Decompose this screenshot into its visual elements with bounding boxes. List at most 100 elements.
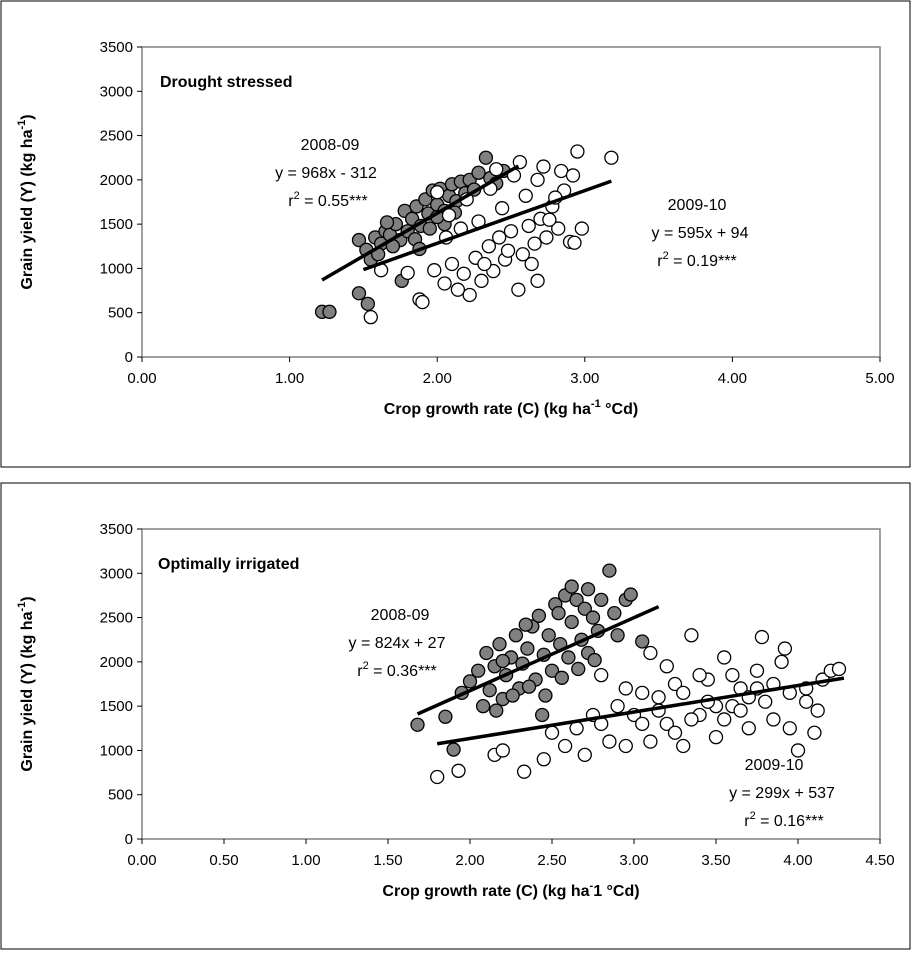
data-point-2008-09 xyxy=(571,661,586,677)
r2-prefix: r xyxy=(657,253,663,270)
data-point-2008-09 xyxy=(518,617,533,632)
data-point-2008-09 xyxy=(564,614,579,630)
data-point-2009-10 xyxy=(511,282,526,297)
data-point-2009-10 xyxy=(451,763,466,778)
x-axis-title: Crop growth rate (C) (kg ha-1 °Cd) xyxy=(384,398,638,418)
data-point-2008-09 xyxy=(531,608,547,623)
data-point-2008-09 xyxy=(462,674,478,689)
data-point-2008-09 xyxy=(635,634,650,649)
data-point-2008-09 xyxy=(564,579,579,594)
x-tick-label: 4.50 xyxy=(865,852,894,869)
data-point-2009-10 xyxy=(500,243,516,258)
data-point-2009-10 xyxy=(684,628,699,643)
y-tick-label: 500 xyxy=(108,305,133,322)
data-point-2009-10 xyxy=(536,159,551,174)
data-point-2009-10 xyxy=(527,236,542,251)
r2-value: = 0.16*** xyxy=(756,813,824,830)
data-point-2009-10 xyxy=(462,287,477,303)
data-point-2009-10 xyxy=(524,256,539,272)
x-tick-label: 4.00 xyxy=(718,370,747,387)
data-point-2009-10 xyxy=(489,162,504,177)
x-tick-label: 0.50 xyxy=(209,852,238,869)
data-point-2009-10 xyxy=(567,235,582,250)
data-point-2009-10 xyxy=(692,667,707,683)
data-point-2009-10 xyxy=(667,676,683,692)
data-point-2008-09 xyxy=(580,582,596,597)
y-tick-label: 2500 xyxy=(100,128,133,145)
r2-prefix: r xyxy=(744,813,750,830)
data-point-2009-10 xyxy=(717,712,732,727)
y-tick-label: 1500 xyxy=(100,216,133,233)
data-point-2009-10 xyxy=(474,273,489,288)
plot-area xyxy=(141,46,881,358)
data-point-2009-10 xyxy=(441,208,457,223)
data-point-2009-10 xyxy=(708,729,724,745)
annotation-2009-10: 2009-10 y = 595x + 94 r2 = 0.19*** xyxy=(652,197,749,270)
data-point-2008-09 xyxy=(479,645,494,661)
y-tick-label: 3000 xyxy=(100,83,133,100)
data-point-2008-09 xyxy=(610,628,625,643)
r2-value: = 0.19*** xyxy=(669,253,737,270)
data-point-2009-10 xyxy=(415,294,430,310)
data-point-2009-10 xyxy=(604,150,619,165)
data-point-2009-10 xyxy=(618,738,633,754)
annotation-r2: r2 = 0.55*** xyxy=(288,190,368,210)
r2-value: = 0.55*** xyxy=(300,193,368,210)
trend-lines xyxy=(321,164,612,282)
chart-panel-drought-stressed: 0.00 1.00 2.00 3.00 4.00 5.00 0 500 1000 1500 200… xyxy=(0,0,913,470)
annotation-year: 2008-09 xyxy=(371,607,430,624)
data-point-2009-10 xyxy=(503,224,519,239)
data-point-2009-10 xyxy=(717,650,732,665)
data-point-2008-09 xyxy=(594,592,609,608)
x-tick-label: 4.00 xyxy=(783,852,812,869)
data-point-2009-10 xyxy=(400,265,415,281)
y-tick-label: 500 xyxy=(108,787,133,804)
data-point-2008-09 xyxy=(602,563,617,578)
data-point-2008-09 xyxy=(446,742,461,757)
data-point-2009-10 xyxy=(659,716,674,732)
data-point-2009-10 xyxy=(481,239,497,254)
x-tick-label: 1.00 xyxy=(275,370,304,387)
x-tick-label: 1.50 xyxy=(373,852,402,869)
data-point-2009-10 xyxy=(363,309,378,325)
data-point-2009-10 xyxy=(521,218,536,234)
data-point-2009-10 xyxy=(577,747,592,763)
annotation-year: 2008-09 xyxy=(301,137,360,154)
data-point-2009-10 xyxy=(643,734,658,749)
x-axis-title: Crop growth rate (C) (kg ha-1 °Cd) xyxy=(382,880,639,900)
data-point-2009-10 xyxy=(494,201,510,216)
y-tick-label: 2000 xyxy=(100,654,133,671)
x-tick-label: 1.00 xyxy=(291,852,320,869)
chart-panel-optimally-irrigated: 0.00 0.50 1.00 1.50 2.00 2.50 3.00 3.50 4.00 4.50… xyxy=(0,482,913,952)
data-point-2009-10 xyxy=(676,685,691,701)
x-tick-label: 5.00 xyxy=(865,370,894,387)
x-tick-label: 2.00 xyxy=(423,370,452,387)
data-point-2008-09 xyxy=(438,709,453,724)
r2-superscript: 2 xyxy=(294,190,300,202)
plot-area xyxy=(141,528,881,840)
r2-prefix: r xyxy=(357,663,363,680)
data-point-2009-10 xyxy=(741,721,756,736)
data-point-2008-09 xyxy=(351,232,367,248)
data-point-2009-10 xyxy=(430,769,445,785)
x-tick-label: 3.50 xyxy=(701,852,730,869)
trend-line-2008-09 xyxy=(416,605,660,716)
x-tick-label: 3.00 xyxy=(570,370,599,387)
x-tick-label: 2.00 xyxy=(455,852,484,869)
x-axis: 0.00 1.00 2.00 3.00 4.00 5.00 xyxy=(127,357,895,387)
annotation-2008-09: 2008-09 y = 824x + 27 r2 = 0.36*** xyxy=(349,607,446,680)
x-tick-label: 0.00 xyxy=(127,370,156,387)
data-point-2009-10 xyxy=(754,629,770,645)
data-point-2009-10 xyxy=(456,266,471,281)
x-tick-label: 3.00 xyxy=(619,852,648,869)
data-point-2009-10 xyxy=(477,256,492,272)
y-axis-title: Grain yield (Y) (kg ha-1) xyxy=(16,596,36,771)
y-tick-label: 1500 xyxy=(100,698,133,715)
data-point-2008-09 xyxy=(379,215,395,230)
x-axis: 0.00 0.50 1.00 1.50 2.00 2.50 3.00 3.50 4.00 4.50 xyxy=(127,839,895,869)
data-point-2009-10 xyxy=(774,654,789,670)
data-point-2009-10 xyxy=(733,703,748,718)
data-point-2008-09 xyxy=(422,221,437,236)
y-tick-label: 0 xyxy=(125,831,133,848)
data-point-2009-10 xyxy=(427,263,442,278)
